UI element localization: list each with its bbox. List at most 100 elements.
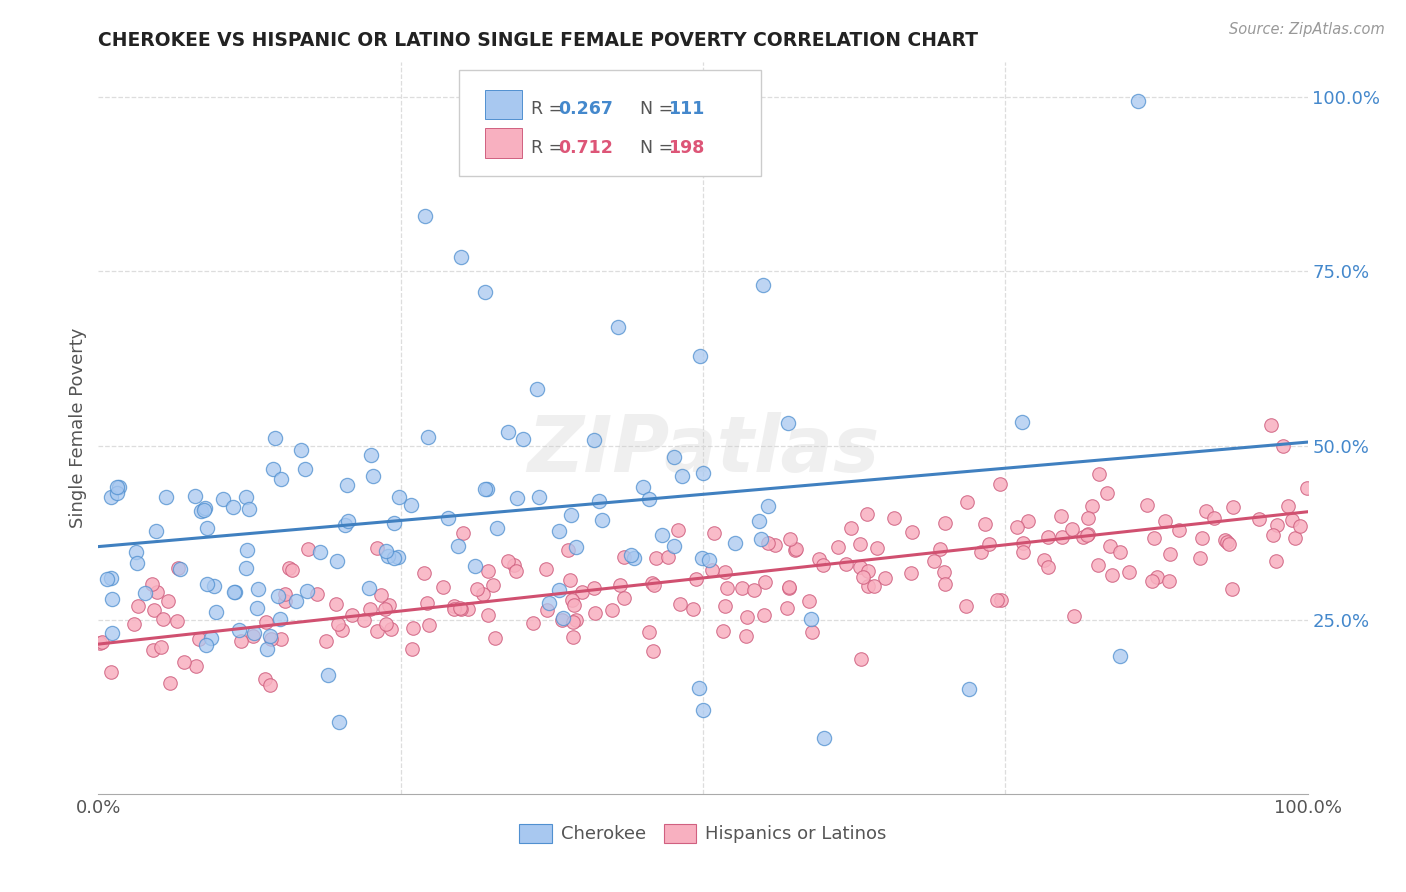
Point: [259, 629, 281, 643]
Point: [785, 541, 807, 556]
Point: [254, 615, 277, 630]
Text: Source: ZipAtlas.com: Source: ZipAtlas.com: [1229, 22, 1385, 37]
Point: [477, 482, 499, 496]
Point: [413, 209, 436, 223]
Point: [377, 598, 399, 612]
Point: [450, 601, 472, 615]
Point: [583, 606, 606, 620]
Point: [169, 562, 191, 576]
Point: [638, 492, 661, 507]
Point: [263, 431, 285, 445]
Point: [416, 596, 439, 610]
Point: [1281, 513, 1303, 527]
Point: [195, 577, 218, 591]
Point: [1036, 530, 1059, 544]
Point: [100, 665, 122, 680]
Point: [756, 536, 779, 550]
Point: [800, 625, 823, 640]
Point: [664, 450, 686, 464]
Point: [382, 551, 405, 566]
Point: [377, 549, 399, 563]
Point: [155, 490, 177, 504]
Point: [259, 678, 281, 692]
Point: [388, 490, 411, 504]
Point: [186, 659, 208, 673]
Point: [1277, 499, 1299, 513]
Point: [270, 472, 292, 486]
Point: [166, 614, 188, 628]
Point: [756, 500, 779, 514]
Point: [243, 625, 266, 640]
Point: [457, 602, 479, 616]
Point: [437, 511, 460, 525]
Point: [361, 469, 384, 483]
Point: [359, 602, 381, 616]
Point: [714, 565, 737, 579]
Point: [808, 552, 831, 566]
Point: [692, 703, 714, 717]
Point: [735, 629, 758, 643]
Point: [449, 600, 471, 615]
Point: [551, 610, 574, 624]
Point: [471, 586, 494, 600]
Point: [374, 602, 396, 616]
Point: [1272, 439, 1295, 453]
Point: [1062, 522, 1084, 536]
Point: [583, 581, 606, 595]
Point: [778, 580, 800, 594]
Point: [446, 539, 468, 553]
Point: [200, 632, 222, 646]
Point: [451, 525, 474, 540]
Point: [382, 516, 405, 531]
Point: [1159, 547, 1181, 561]
Point: [253, 673, 276, 687]
Point: [600, 603, 623, 617]
Point: [246, 601, 269, 615]
Point: [588, 494, 610, 508]
Point: [522, 615, 544, 630]
FancyBboxPatch shape: [485, 128, 522, 158]
Point: [374, 617, 396, 632]
Point: [443, 599, 465, 613]
Point: [666, 523, 689, 537]
Point: [956, 495, 979, 509]
Point: [690, 551, 713, 566]
Point: [668, 597, 690, 611]
Point: [1017, 514, 1039, 528]
Point: [260, 632, 283, 646]
Text: 198: 198: [668, 139, 704, 157]
Point: [505, 564, 527, 578]
Point: [127, 599, 149, 614]
Point: [651, 528, 673, 542]
Point: [274, 593, 297, 607]
Point: [228, 624, 250, 638]
Point: [565, 613, 588, 627]
Point: [262, 462, 284, 476]
Point: [401, 641, 423, 656]
Point: [1033, 553, 1056, 567]
Point: [979, 537, 1001, 551]
Point: [1168, 523, 1191, 537]
Point: [990, 592, 1012, 607]
Point: [841, 520, 863, 534]
Point: [1011, 545, 1033, 559]
Point: [765, 538, 787, 552]
Point: [1220, 582, 1243, 597]
Point: [235, 542, 257, 557]
Text: R =: R =: [531, 139, 564, 157]
Point: [238, 502, 260, 516]
Point: [1188, 551, 1211, 566]
Point: [537, 595, 560, 609]
Point: [1260, 417, 1282, 432]
Point: [562, 630, 585, 644]
Point: [152, 612, 174, 626]
Point: [224, 584, 246, 599]
Point: [1288, 519, 1310, 533]
Point: [548, 583, 571, 598]
Point: [370, 588, 392, 602]
Point: [173, 655, 195, 669]
Point: [486, 521, 509, 535]
Point: [474, 285, 496, 300]
Point: [502, 558, 524, 572]
Point: [1109, 544, 1132, 558]
